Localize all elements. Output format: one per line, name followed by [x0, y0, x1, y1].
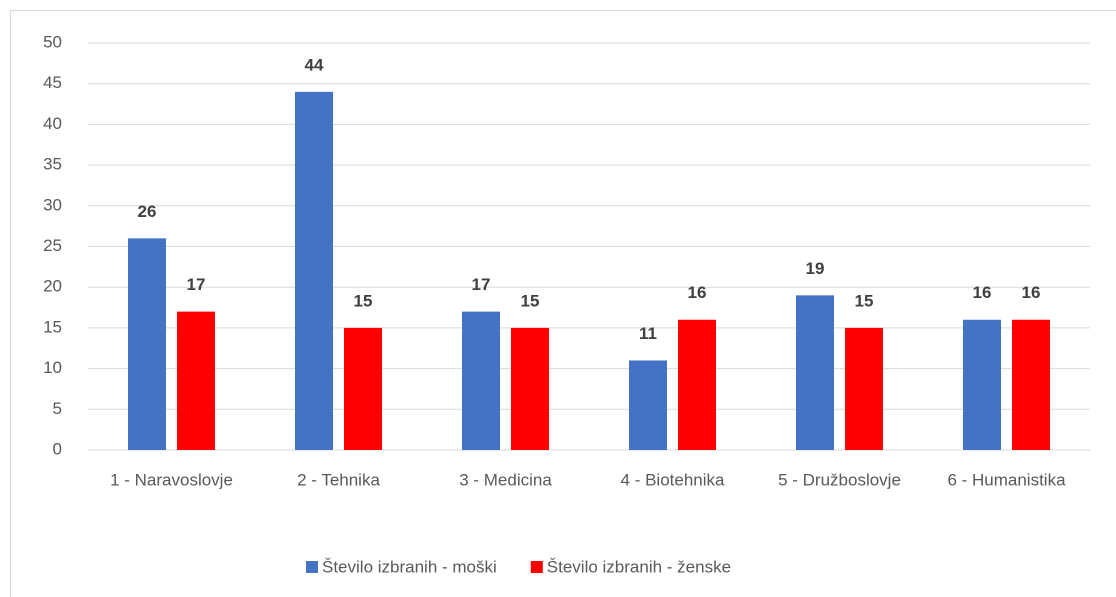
data-label: 19 — [806, 259, 825, 278]
y-tick-label: 20 — [43, 277, 62, 296]
bar — [295, 91, 333, 450]
y-tick-label: 45 — [43, 73, 62, 92]
y-tick-label: 15 — [43, 317, 62, 336]
bar — [511, 327, 549, 450]
x-tick-label: 1 - Naravoslovje — [110, 470, 233, 489]
y-tick-label: 10 — [43, 358, 62, 377]
y-tick-label: 40 — [43, 114, 62, 133]
bar — [1012, 319, 1050, 450]
data-label: 17 — [472, 275, 491, 294]
data-label: 15 — [521, 291, 540, 310]
bar — [845, 327, 883, 450]
y-tick-label: 30 — [43, 195, 62, 214]
data-label: 15 — [855, 291, 874, 310]
x-tick-label: 3 - Medicina — [459, 470, 552, 489]
bar — [796, 295, 834, 450]
x-tick-label: 2 - Tehnika — [297, 470, 380, 489]
legend-label: Število izbranih - ženske — [547, 557, 731, 576]
data-label: 26 — [138, 202, 157, 221]
bar — [678, 319, 716, 450]
data-label: 16 — [1022, 283, 1041, 302]
chart-border — [10, 10, 1116, 597]
y-tick-label: 50 — [43, 32, 62, 51]
y-tick-label: 35 — [43, 155, 62, 174]
legend-swatch — [530, 561, 543, 573]
bar — [177, 311, 215, 450]
data-label: 16 — [973, 283, 992, 302]
data-label: 44 — [305, 55, 324, 74]
data-label: 11 — [639, 324, 657, 343]
bar — [462, 311, 500, 450]
data-label: 16 — [688, 283, 707, 302]
y-tick-label: 25 — [43, 236, 62, 255]
data-label: 17 — [187, 275, 206, 294]
bar — [629, 360, 667, 450]
legend-label: Število izbranih - moški — [322, 557, 497, 576]
x-tick-label: 5 - Družboslovje — [778, 470, 901, 489]
bar — [128, 238, 166, 450]
bar — [963, 319, 1001, 450]
x-tick-label: 4 - Biotehnika — [621, 470, 725, 489]
bar — [344, 327, 382, 450]
legend-swatch — [306, 561, 318, 573]
data-label: 15 — [354, 291, 373, 310]
x-tick-label: 6 - Humanistika — [947, 470, 1066, 489]
y-tick-label: 0 — [53, 439, 62, 458]
y-tick-label: 5 — [53, 399, 62, 418]
